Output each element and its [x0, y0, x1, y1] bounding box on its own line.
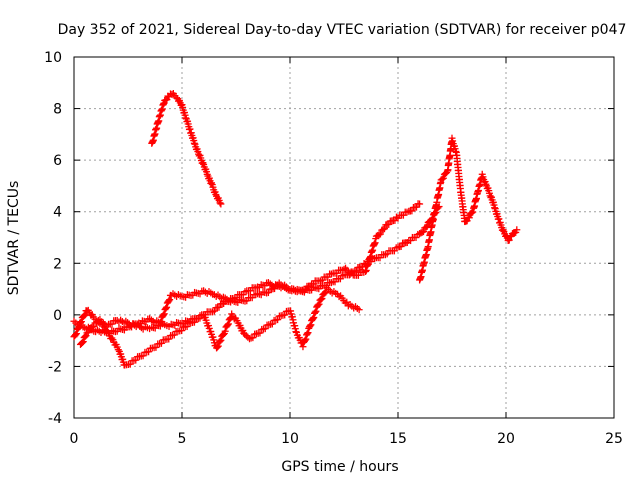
data-point-dips: [307, 321, 315, 329]
data-point-dips: [315, 300, 323, 308]
data-point-secondary: [408, 207, 416, 215]
data-point-main: [210, 307, 218, 315]
data-point-dips: [310, 313, 318, 321]
data-point-secondary: [375, 231, 383, 239]
data-point-late: [513, 226, 521, 234]
data-point-late: [438, 175, 446, 183]
y-tick-label: 2: [53, 256, 62, 272]
data-point-late: [505, 236, 513, 244]
data-point-dips: [304, 329, 312, 337]
data-point-dips: [256, 329, 264, 337]
data-point-secondary: [385, 220, 393, 228]
x-tick-label: 10: [281, 431, 299, 447]
data-point-main: [215, 303, 223, 311]
data-point-dips: [302, 335, 310, 343]
data-point-dips: [224, 321, 232, 329]
data-point-dips: [78, 339, 86, 347]
data-point-dips: [335, 293, 343, 301]
y-tick-label: 10: [44, 50, 62, 66]
chart-title: Day 352 of 2021, Sidereal Day-to-day VTE…: [58, 22, 627, 38]
data-point-dips: [217, 336, 225, 344]
data-point-dips: [81, 333, 89, 341]
data-point-dips: [241, 330, 249, 338]
data-point-secondary: [413, 203, 421, 211]
x-tick-label: 25: [605, 431, 623, 447]
data-point-late: [439, 174, 447, 182]
data-point-secondary: [159, 311, 167, 319]
data-point-secondary: [376, 230, 384, 238]
data-point-dips: [268, 320, 276, 328]
data-point-secondary: [165, 297, 173, 305]
data-point-dips: [89, 323, 97, 331]
y-tick-label: 0: [53, 308, 62, 324]
data-point-secondary: [166, 296, 174, 304]
data-point-main: [397, 243, 405, 251]
data-point-secondary: [264, 289, 272, 297]
data-point-dips: [355, 306, 363, 314]
data-point-secondary: [271, 285, 279, 293]
data-point-main: [72, 331, 80, 339]
y-tick-label: -4: [48, 411, 62, 427]
data-point-secondary: [301, 286, 309, 294]
data-point-dips: [274, 316, 282, 324]
data-point-dips: [309, 315, 317, 323]
data-point-dips: [205, 324, 213, 332]
data-point-arc: [216, 199, 224, 207]
plot-frame: [73, 56, 615, 419]
data-point-dips: [84, 328, 92, 336]
data-point-dips: [216, 337, 224, 345]
data-point-dips: [213, 343, 221, 351]
x-tick-label: 0: [70, 431, 79, 447]
data-point-main: [419, 228, 427, 236]
data-point-secondary: [156, 319, 164, 327]
data-point-dips: [314, 301, 322, 309]
data-point-secondary: [379, 225, 387, 233]
data-point-dips: [214, 342, 222, 350]
data-point-dips: [311, 308, 319, 316]
data-point-dips: [79, 338, 87, 346]
data-point-dips: [261, 325, 269, 333]
y-tick-label: 4: [53, 205, 62, 221]
data-point-dips: [318, 295, 326, 303]
data-point-secondary: [162, 304, 170, 312]
data-point-dips: [281, 311, 289, 319]
data-point-secondary: [157, 317, 165, 325]
data-point-arc: [217, 200, 225, 208]
data-point-secondary: [163, 303, 171, 311]
data-point-dips: [224, 320, 232, 328]
data-point-secondary: [416, 200, 424, 208]
data-point-dips: [317, 295, 325, 303]
x-tick-label: 20: [497, 431, 515, 447]
y-tick-label: 6: [53, 153, 62, 169]
data-point-dips: [312, 307, 320, 315]
data-point-dips: [221, 327, 229, 335]
data-point-late: [469, 208, 477, 216]
data-point-secondary: [346, 270, 354, 278]
data-point-dips: [242, 332, 250, 340]
data-point-secondary: [381, 225, 388, 233]
data-point-secondary: [340, 265, 348, 273]
data-point-main: [80, 312, 88, 320]
data-point-dips: [321, 289, 329, 297]
x-axis-label: GPS time / hours: [281, 459, 398, 475]
y-tick-label: 8: [53, 102, 62, 118]
grid: [74, 57, 614, 418]
data-point-late: [465, 214, 473, 222]
x-tick-label: 5: [178, 431, 187, 447]
data-point-secondary: [160, 310, 168, 318]
data-point-dips: [306, 322, 314, 330]
data-point-dips: [303, 330, 311, 338]
data-point-main: [72, 330, 80, 338]
data-point-dips: [249, 334, 257, 342]
y-tick-label: -2: [48, 359, 62, 375]
x-tick-label: 15: [389, 431, 407, 447]
data-marks: [70, 89, 521, 369]
y-axis-label: SDTVAR / TECUs: [6, 181, 22, 296]
axis-ticks: 0 5 10 15 20 25 -4 -2 0 2 4 6 8 10: [44, 50, 623, 447]
data-point-dips: [299, 343, 307, 351]
data-point-dips: [246, 335, 253, 343]
data-point-dips: [301, 336, 309, 344]
